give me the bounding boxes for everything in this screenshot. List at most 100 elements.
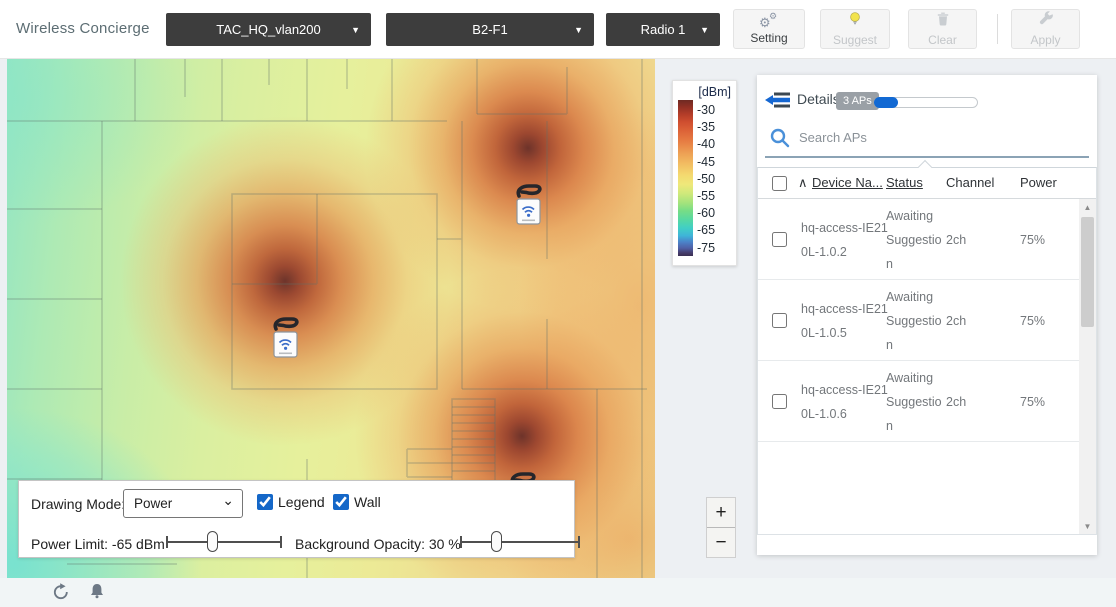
search-row bbox=[757, 123, 1097, 159]
search-input[interactable] bbox=[799, 125, 1079, 149]
legend-tick: -35 bbox=[697, 120, 716, 135]
power-limit-slider-thumb[interactable] bbox=[207, 531, 219, 552]
network-dropdown-value: TAC_HQ_vlan200 bbox=[216, 22, 321, 37]
ap-marker[interactable] bbox=[514, 184, 542, 226]
drawing-controls-panel: Drawing Mode: Power ⌄ Legend Wall Power … bbox=[18, 480, 580, 558]
legend-color-scale bbox=[678, 100, 693, 256]
ap-count-badge: 3 APs bbox=[836, 92, 879, 110]
table-row[interactable]: hq-access-IE210L-1.0.2 Awaiting Suggesti… bbox=[758, 199, 1080, 280]
drawing-mode-value: Power bbox=[134, 496, 173, 511]
power-limit-slider[interactable] bbox=[165, 531, 283, 553]
heatmap-canvas[interactable]: Drawing Mode: Power ⌄ Legend Wall Power … bbox=[7, 59, 655, 578]
zoom-out-button[interactable]: − bbox=[715, 531, 727, 553]
page-title: Wireless Concierge bbox=[16, 20, 150, 37]
details-panel: Details 3 APs ∧ Device Na... Status Chan… bbox=[757, 75, 1097, 555]
wifi-icon bbox=[284, 346, 288, 350]
legend-tick: -40 bbox=[697, 137, 716, 152]
bottom-statusbar bbox=[0, 578, 1116, 607]
table-row[interactable]: hq-access-IE210L-1.0.5 Awaiting Suggesti… bbox=[758, 280, 1080, 361]
legend-tick: -65 bbox=[697, 223, 716, 238]
legend-tick: -55 bbox=[697, 188, 716, 203]
ap-table: ∧ Device Na... Status Channel Power hq-a… bbox=[757, 159, 1097, 535]
chevron-down-icon: ▼ bbox=[700, 24, 709, 35]
apply-wrench-icon bbox=[1038, 11, 1054, 32]
apply-button-label: Apply bbox=[1030, 33, 1061, 47]
row-checkbox[interactable] bbox=[772, 232, 787, 247]
cell-device-name: hq-access-IE210L-1.0.5 bbox=[801, 302, 888, 340]
table-scrollbar[interactable]: ▲ ▼ bbox=[1079, 199, 1096, 534]
scrollbar-up-arrow[interactable]: ▲ bbox=[1083, 202, 1092, 212]
cell-channel: 2ch bbox=[946, 395, 967, 409]
wall-checkbox-label: Wall bbox=[354, 494, 381, 510]
row-checkbox[interactable] bbox=[772, 394, 787, 409]
background-opacity-slider-thumb[interactable] bbox=[490, 531, 502, 552]
zoom-divider bbox=[707, 527, 735, 528]
suggest-button-label: Suggest bbox=[832, 33, 878, 47]
wall-checkbox[interactable] bbox=[333, 494, 349, 510]
details-title: Details bbox=[797, 91, 840, 107]
search-icon bbox=[769, 127, 791, 154]
clear-trash-icon bbox=[935, 11, 951, 32]
settings-gear-icon: ⚙ ⚙ bbox=[759, 10, 778, 30]
table-header: ∧ Device Na... Status Channel Power bbox=[758, 168, 1096, 199]
setting-button-label: Setting bbox=[750, 30, 788, 45]
top-toolbar: Wireless Concierge TAC_HQ_vlan200 ▼ B2-F… bbox=[0, 0, 1116, 59]
background-opacity-slider[interactable] bbox=[459, 531, 581, 553]
cell-device-name: hq-access-IE210L-1.0.6 bbox=[801, 383, 888, 421]
cell-status: Awaiting Suggestion bbox=[886, 290, 942, 352]
column-channel: Channel bbox=[946, 175, 995, 190]
legend-tick-labels: -30 -35 -40 -45 -50 -55 -60 -65 -75 bbox=[697, 102, 733, 257]
scrollbar-down-arrow[interactable]: ▼ bbox=[1083, 521, 1092, 531]
cell-channel: 2ch bbox=[946, 314, 967, 328]
select-all-checkbox[interactable] bbox=[772, 176, 787, 191]
chevron-down-icon: ▼ bbox=[574, 24, 583, 35]
sort-asc-icon[interactable]: ∧ bbox=[798, 175, 808, 190]
ap-antenna-swoosh bbox=[273, 317, 299, 331]
ap-progress-slider[interactable] bbox=[874, 97, 978, 108]
floorplan-walls bbox=[7, 59, 647, 578]
notifications-bell-icon[interactable] bbox=[89, 583, 105, 606]
legend-checkbox[interactable] bbox=[257, 494, 273, 510]
apply-button[interactable]: Apply bbox=[1011, 9, 1080, 49]
legend-tick: -75 bbox=[697, 240, 716, 255]
dbm-legend: [dBm] -30 -35 -40 -45 -50 -55 -60 -65 -7… bbox=[672, 80, 737, 266]
legend-tick: -50 bbox=[697, 171, 716, 186]
ap-marker[interactable] bbox=[271, 317, 299, 359]
network-dropdown[interactable]: TAC_HQ_vlan200 ▼ bbox=[166, 13, 371, 46]
radio-dropdown-value: Radio 1 bbox=[640, 22, 686, 37]
table-row[interactable]: hq-access-IE210L-1.0.6 Awaiting Suggesti… bbox=[758, 361, 1080, 442]
setting-button[interactable]: ⚙ ⚙ Setting bbox=[733, 9, 805, 49]
drawing-mode-label: Drawing Mode: bbox=[31, 496, 126, 512]
legend-checkbox-label: Legend bbox=[278, 494, 325, 510]
legend-tick: -45 bbox=[697, 154, 716, 169]
radio-dropdown[interactable]: Radio 1 ▼ bbox=[606, 13, 720, 46]
scrollbar-thumb[interactable] bbox=[1081, 217, 1094, 327]
suggest-button[interactable]: Suggest bbox=[820, 9, 890, 49]
table-rows: hq-access-IE210L-1.0.2 Awaiting Suggesti… bbox=[758, 199, 1080, 442]
chevron-down-icon: ▼ bbox=[351, 24, 360, 35]
cell-status: Awaiting Suggestion bbox=[886, 371, 942, 433]
search-underline bbox=[765, 156, 1089, 158]
ap-progress-fill bbox=[874, 97, 898, 108]
clear-button-label: Clear bbox=[928, 33, 957, 47]
ap-antenna-swoosh bbox=[516, 184, 542, 198]
cell-power: 75% bbox=[1020, 314, 1046, 328]
row-checkbox[interactable] bbox=[772, 313, 787, 328]
legend-tick: -60 bbox=[697, 206, 716, 221]
power-limit-label: Power Limit: -65 dBm bbox=[31, 536, 165, 552]
column-device-name[interactable]: Device Na... bbox=[812, 175, 883, 190]
clear-button[interactable]: Clear bbox=[908, 9, 977, 49]
cell-device-name: hq-access-IE210L-1.0.2 bbox=[801, 221, 888, 259]
toolbar-divider bbox=[997, 14, 998, 44]
zoom-in-button[interactable]: + bbox=[715, 501, 727, 523]
legend-title: [dBm] bbox=[698, 85, 731, 99]
cell-channel: 2ch bbox=[946, 233, 967, 247]
collapse-panel-icon[interactable] bbox=[765, 92, 792, 113]
drawing-mode-select[interactable]: Power ⌄ bbox=[123, 489, 243, 518]
details-header: Details 3 APs bbox=[757, 75, 1097, 123]
map-zoom-controls: + − bbox=[706, 497, 736, 558]
refresh-icon[interactable] bbox=[52, 583, 70, 606]
floor-dropdown[interactable]: B2-F1 ▼ bbox=[386, 13, 594, 46]
column-status[interactable]: Status bbox=[886, 175, 923, 190]
